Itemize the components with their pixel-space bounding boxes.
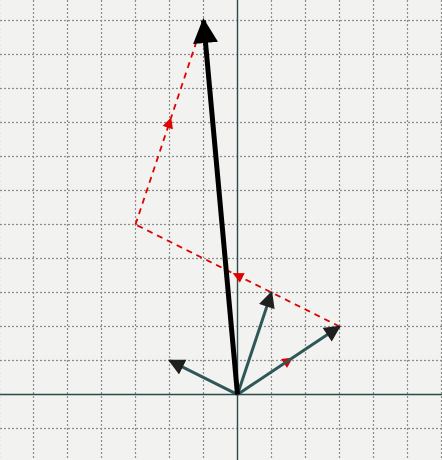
component-vector-2: [236, 290, 275, 395]
component-vectors: [168, 290, 341, 396]
resultant-layer: [193, 18, 240, 395]
component-vector-3: [168, 359, 239, 396]
construction-segment-2: [135, 223, 340, 328]
resultant-vector: [193, 18, 240, 395]
component-vector-1: [236, 325, 341, 396]
construction-segment-3: [134, 20, 205, 225]
